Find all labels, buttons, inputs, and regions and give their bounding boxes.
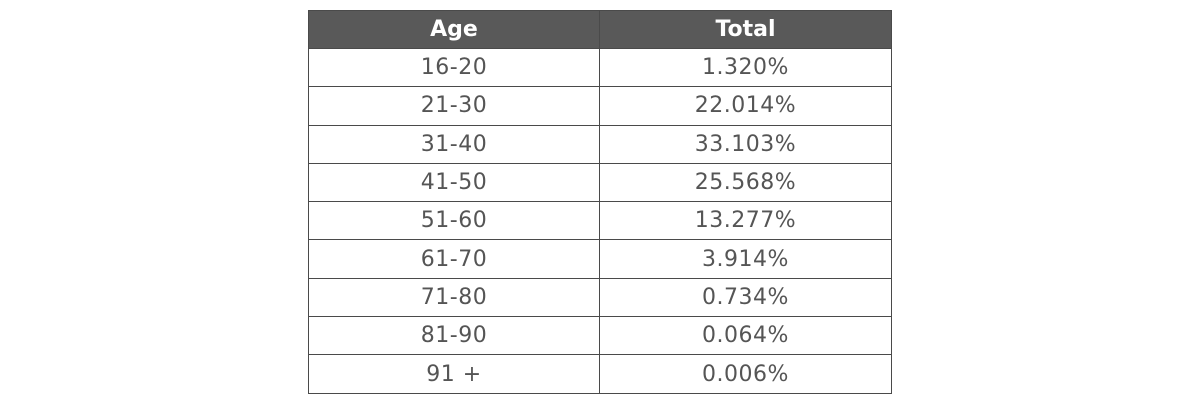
age-cell: 81-90 <box>308 316 600 356</box>
total-cell: 0.006% <box>599 354 892 394</box>
column-header-age: Age <box>308 10 600 49</box>
age-distribution-table: Age Total 16-20 1.320% 21-30 22.014% 31-… <box>308 10 892 394</box>
table-row: 51-60 13.277% <box>308 201 892 241</box>
table-row: 21-30 22.014% <box>308 86 892 126</box>
table-row: 61-70 3.914% <box>308 239 892 279</box>
total-cell: 13.277% <box>599 201 892 241</box>
age-cell: 16-20 <box>308 47 600 88</box>
total-cell: 3.914% <box>599 239 892 279</box>
age-cell: 41-50 <box>308 162 600 203</box>
age-cell: 91 + <box>308 354 600 394</box>
age-cell: 71-80 <box>308 277 600 318</box>
total-cell: 22.014% <box>599 86 892 126</box>
table-row: 41-50 25.568% <box>308 162 892 203</box>
table-row: 31-40 33.103% <box>308 124 892 164</box>
age-cell: 21-30 <box>308 86 600 126</box>
total-cell: 0.734% <box>599 277 892 318</box>
age-cell: 31-40 <box>308 124 600 164</box>
age-cell: 61-70 <box>308 239 600 279</box>
table-body: 16-20 1.320% 21-30 22.014% 31-40 33.103%… <box>308 47 892 394</box>
table-row: 81-90 0.064% <box>308 316 892 356</box>
table-row: 91 + 0.006% <box>308 354 892 394</box>
age-cell: 51-60 <box>308 201 600 241</box>
table-row: 71-80 0.734% <box>308 277 892 318</box>
table-row: 16-20 1.320% <box>308 47 892 88</box>
header-row: Age Total <box>308 10 892 49</box>
total-cell: 33.103% <box>599 124 892 164</box>
total-cell: 25.568% <box>599 162 892 203</box>
age-distribution-table-container: Age Total 16-20 1.320% 21-30 22.014% 31-… <box>308 10 892 394</box>
column-header-total: Total <box>599 10 892 49</box>
total-cell: 0.064% <box>599 316 892 356</box>
table-header: Age Total <box>308 10 892 49</box>
total-cell: 1.320% <box>599 47 892 88</box>
